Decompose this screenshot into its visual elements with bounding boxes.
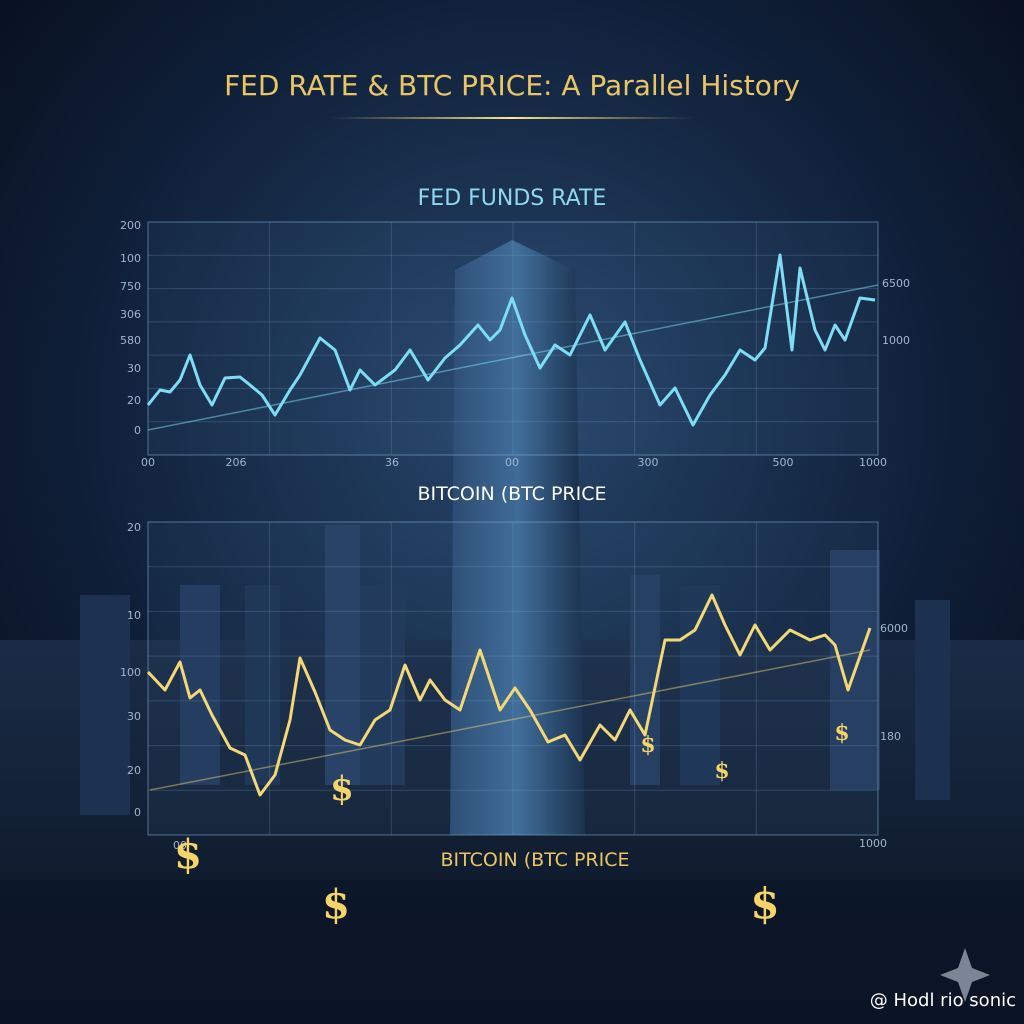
axis-label: 20: [127, 764, 141, 777]
axis-label: 20: [127, 521, 141, 534]
title-underline: [330, 117, 694, 119]
axis-label: 306: [120, 308, 141, 321]
axis-label: 30: [127, 362, 141, 375]
sparkle: [940, 948, 990, 1002]
dollar-sign: $: [322, 881, 350, 928]
axis-label: 100: [120, 666, 141, 679]
axis-label: 36: [385, 456, 399, 469]
axis-label: 00: [141, 456, 155, 469]
btc-line: [146, 593, 872, 797]
axis-label: 200: [120, 219, 141, 232]
trend-line: [149, 649, 871, 791]
axis-label: 580: [120, 334, 141, 347]
tower: [450, 240, 585, 835]
trend-line: [147, 284, 879, 431]
axis-label: 0: [134, 806, 141, 819]
axis-label: 206: [226, 456, 247, 469]
dollar-sign: $: [834, 720, 849, 746]
axis-label: 00: [505, 456, 519, 469]
axis-label: 180: [880, 730, 901, 743]
axis-label: 500: [773, 456, 794, 469]
watermark: @ Hodl rio sonic: [870, 990, 1016, 1011]
dollar-sign: $: [714, 758, 729, 784]
title: FED RATE & BTC PRICE: A Parallel History: [224, 69, 800, 102]
caption: BITCOIN (BTC PRICE: [441, 849, 630, 871]
dollar-signs: $ $ $ $ $ $ $: [174, 720, 850, 928]
dollar-sign: $: [640, 732, 655, 758]
axis-label: 1000: [882, 334, 910, 347]
dollar-sign: $: [330, 769, 354, 809]
axis-label: 750: [120, 280, 141, 293]
axis-label: 30: [127, 710, 141, 723]
axis-label: 300: [638, 456, 659, 469]
axis-label: 1000: [859, 456, 887, 469]
axis-label: 6500: [882, 277, 910, 290]
panel-title: BITCOIN (BTC PRICE: [418, 483, 607, 505]
axis-label: 6000: [880, 622, 908, 635]
axis-label: 100: [120, 252, 141, 265]
panel-title: FED FUNDS RATE: [418, 186, 607, 211]
dollar-sign: $: [174, 831, 202, 878]
axis-label: 10: [127, 609, 141, 622]
fed-line: [146, 253, 876, 427]
axis-label: 0: [134, 424, 141, 437]
axis-label: 00: [173, 839, 187, 852]
dollar-sign: $: [750, 879, 779, 928]
panel-frame: [147, 221, 879, 456]
axis-label: 1000: [859, 837, 887, 850]
axis-label: 20: [127, 394, 141, 407]
